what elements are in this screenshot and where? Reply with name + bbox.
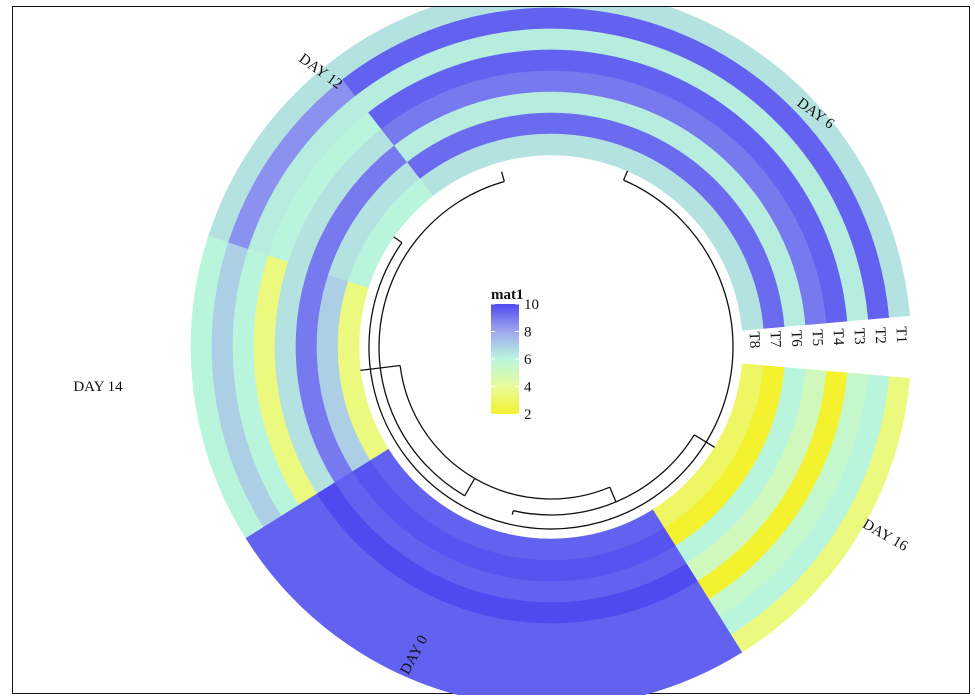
legend-tick-label: 8 — [524, 325, 532, 341]
chart-frame: DAY 6 DAY 16 DAY 0 DAY 14 DAY 12 T1 T2 T3 T4 T5 T… — [12, 6, 970, 695]
heatmap-cell-day6-t8 — [419, 133, 764, 331]
dendrogram-segment — [511, 510, 514, 515]
legend-tick-label: 4 — [524, 380, 532, 396]
dendrogram-segment — [609, 486, 617, 503]
track-label-t6: T6 — [788, 330, 805, 348]
sector-label-day-16: DAY 16 — [860, 516, 911, 555]
sector-label-day-14: DAY 14 — [73, 379, 123, 395]
dendrogram-segment — [622, 170, 629, 181]
legend-colorbar — [491, 304, 519, 414]
track-label-t8: T8 — [746, 331, 763, 348]
dendrogram-segment — [368, 179, 734, 530]
dendrogram-segment — [393, 236, 403, 244]
track-label-t4: T4 — [830, 328, 847, 346]
track-label-t1: T1 — [893, 326, 910, 343]
dendrogram-segment — [693, 434, 716, 448]
color-legend: mat1 10 8 6 4 2 — [491, 287, 539, 423]
dendrogram-segment — [378, 180, 505, 497]
legend-tick-label: 2 — [524, 407, 532, 423]
dendrogram-segment — [513, 434, 695, 516]
dendrogram — [360, 170, 734, 530]
track-label-t2: T2 — [872, 327, 889, 344]
track-label-t7: T7 — [767, 331, 784, 349]
track-label-t3: T3 — [851, 328, 868, 345]
dendrogram-segment — [500, 171, 505, 182]
dendrogram-segment — [464, 478, 476, 497]
legend-title: mat1 — [491, 287, 524, 303]
legend-tick-label: 10 — [524, 297, 539, 313]
track-label-t5: T5 — [809, 329, 826, 346]
legend-tick-label: 6 — [524, 352, 532, 368]
heatmap-cells — [190, 7, 910, 695]
legend-ticks: 10 8 6 4 2 — [491, 297, 539, 423]
heatmap-cell-day12-t8 — [348, 178, 434, 289]
